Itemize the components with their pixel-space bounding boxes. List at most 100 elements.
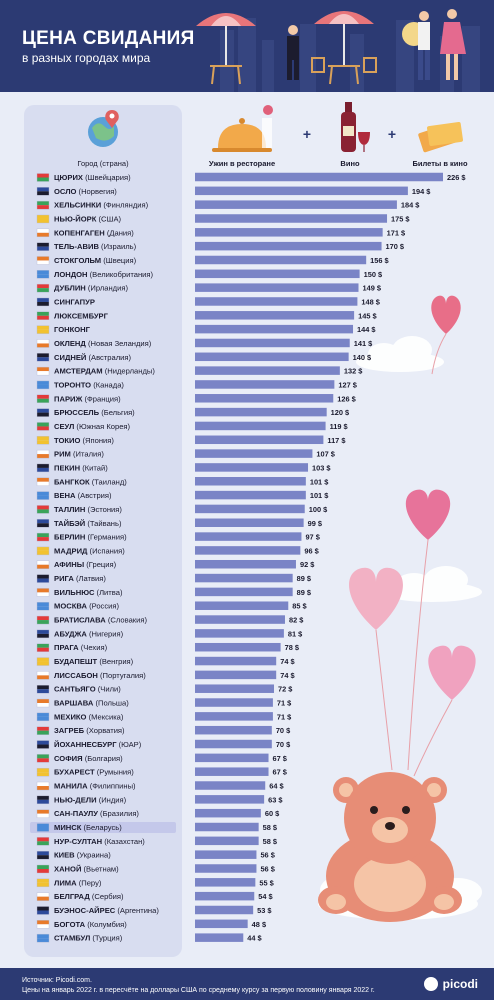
city-name: БЕРЛИН <box>54 533 85 542</box>
city-name: РИМ <box>54 450 71 459</box>
country-name: (Венгрия) <box>97 657 133 666</box>
city-label: КИЕВ (Украина) <box>54 851 111 860</box>
country-name: (Германия) <box>85 533 127 542</box>
city-label: БРЮССЕЛЬ (Бельгия) <box>54 408 135 417</box>
city-name: ТАЛЛИН <box>54 505 85 514</box>
price-bar <box>195 753 269 763</box>
price-bar <box>195 283 359 292</box>
price-bar <box>195 905 254 915</box>
heart-icon <box>428 645 476 700</box>
cloud-icon <box>382 566 482 602</box>
city-label: БУХАРЕСТ (Румыния) <box>54 768 134 777</box>
city-name: ЛОНДОН <box>54 270 88 279</box>
country-flag-icon <box>36 325 50 334</box>
country-name: (Австралия) <box>86 353 131 362</box>
chart-row: БУДАПЕШТ (Венгрия) 74 $ <box>36 656 295 666</box>
price-bar <box>195 504 305 514</box>
chart-row: БОГОТА (Колумбия) 48 $ <box>36 919 266 929</box>
city-label: МАДРИД (Испания) <box>54 546 125 555</box>
price-value-label: 145 $ <box>358 311 377 320</box>
chart-row: САНТЬЯГО (Чили) 72 $ <box>36 684 292 694</box>
chart-row: АФИНЫ (Греция) 92 $ <box>36 559 314 569</box>
note-text: Цены на январь 2022 г. в пересчёте на до… <box>22 987 375 994</box>
city-name: БУЭНОС-АЙРЕС <box>54 906 116 915</box>
price-value-label: 70 $ <box>276 726 290 735</box>
country-flag-icon <box>36 200 50 210</box>
globe-pin-icon <box>88 110 119 147</box>
city-name: МОСКВА <box>54 602 87 611</box>
price-value-label: 156 $ <box>370 256 389 265</box>
price-value-label: 141 $ <box>354 339 373 348</box>
price-bar <box>195 435 324 445</box>
price-bar <box>195 808 261 818</box>
city-label: ХЕЛЬСИНКИ (Финляндия) <box>54 201 149 210</box>
price-bar <box>195 712 273 721</box>
chart-row: МАНИЛА (Филиппины) 64 $ <box>36 781 284 791</box>
country-name: (Бельгия) <box>99 408 135 417</box>
price-value-label: 81 $ <box>288 629 302 638</box>
city-label: МИНСК (Беларусь) <box>54 823 122 832</box>
country-flag-icon <box>36 671 50 680</box>
waiter-icon <box>287 25 299 80</box>
country-name: (Дания) <box>105 228 135 237</box>
city-label: МАНИЛА (Филиппины) <box>54 782 136 791</box>
chart-row: ЙОХАННЕСБУРГ (ЮАР) 70 $ <box>36 739 290 749</box>
city-label: ТОКИО (Япония) <box>54 436 114 445</box>
city-name: РИГА <box>54 574 74 583</box>
price-value-label: 107 $ <box>316 450 335 459</box>
price-value-label: 171 $ <box>387 228 406 237</box>
country-flag-icon <box>36 781 50 791</box>
chart-row: ТЕЛЬ-АВИВ (Израиль) 170 $ <box>36 241 404 251</box>
price-bar <box>195 629 284 638</box>
price-bar <box>195 311 355 320</box>
umbrella-icon <box>196 13 256 66</box>
country-name: (Китай) <box>80 463 108 472</box>
price-bar <box>195 380 335 389</box>
chart-row: ПЕКИН (Китай) 103 $ <box>36 463 331 472</box>
city-label: САН-ПАУЛУ (Бразилия) <box>54 809 139 818</box>
price-bar <box>195 338 350 348</box>
price-value-label: 194 $ <box>412 187 431 196</box>
city-name: ПРАГА <box>54 643 79 652</box>
chart-row: СОФИЯ (Болгария) 67 $ <box>36 753 287 763</box>
chart-row: РИМ (Италия) 107 $ <box>36 449 335 459</box>
chart-row: ПРАГА (Чехия) 78 $ <box>36 642 299 652</box>
city-label: МОСКВА (Россия) <box>54 602 119 611</box>
price-bar <box>195 587 293 597</box>
chart-row: АБУДЖА (Нигерия) 81 $ <box>36 629 302 638</box>
country-flag-icon <box>36 408 50 417</box>
city-label: АФИНЫ (Греция) <box>54 560 117 569</box>
city-label: СОФИЯ (Болгария) <box>54 754 123 763</box>
chart-row: ЦЮРИХ (Швейцария) 226 $ <box>36 172 466 182</box>
price-value-label: 89 $ <box>297 588 311 597</box>
city-name: ХАНОЙ <box>54 865 81 874</box>
chart-row: МАДРИД (Испания) 96 $ <box>36 546 319 555</box>
country-flag-icon <box>36 366 50 376</box>
city-name: МЕХИКО <box>54 712 87 721</box>
price-bar <box>195 850 257 859</box>
price-bar <box>195 449 313 458</box>
city-name: НУР-СУЛТАН <box>54 837 102 846</box>
country-name: (Израиль) <box>99 242 137 251</box>
city-name: САНТЬЯГО <box>54 685 96 694</box>
price-bar <box>195 352 349 362</box>
price-bar <box>195 532 302 541</box>
chart-row: ПАРИЖ (Франция) 126 $ <box>36 394 356 403</box>
country-flag-icon <box>36 297 50 307</box>
source-text: Источник: Picodi.com. <box>22 977 92 984</box>
country-name: (Чили) <box>96 685 122 694</box>
price-bar <box>195 228 383 237</box>
country-name: (Нидерланды) <box>103 367 156 376</box>
price-value-label: 72 $ <box>278 685 292 694</box>
country-name: (Таиланд) <box>90 477 128 486</box>
price-bar <box>195 421 326 431</box>
chart-row: КИЕВ (Украина) 56 $ <box>36 850 275 860</box>
footer: Источник: Picodi.com. Цены на январь 202… <box>0 968 494 1000</box>
price-bar <box>195 656 277 666</box>
city-name: МАДРИД <box>54 546 88 555</box>
city-label: ОКЛЕНД (Новая Зеландия) <box>54 339 152 348</box>
country-flag-icon <box>36 864 50 874</box>
cinema-tickets-icon <box>418 121 463 153</box>
chart-row: ХАНОЙ (Вьетнам) 56 $ <box>36 864 275 874</box>
country-name: (Норвегия) <box>76 187 117 196</box>
